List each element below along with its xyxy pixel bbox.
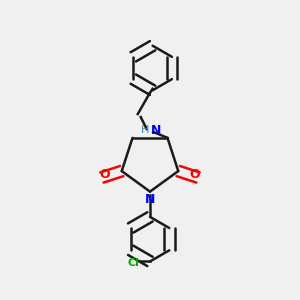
- Text: O: O: [190, 168, 200, 181]
- Text: Cl: Cl: [128, 258, 140, 268]
- Text: N: N: [145, 193, 155, 206]
- Text: H: H: [141, 125, 150, 135]
- Text: N: N: [151, 124, 161, 137]
- Text: O: O: [100, 168, 110, 181]
